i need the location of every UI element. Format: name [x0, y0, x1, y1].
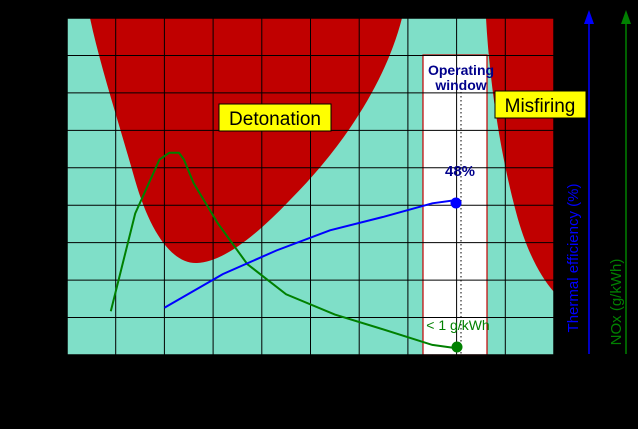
detonation-label-box: [218, 103, 332, 132]
nox-marker: [451, 341, 463, 353]
misfiring-region: [486, 18, 554, 292]
misfiring-label-box: [494, 90, 587, 119]
operating-window-label-line1: Operating: [428, 62, 494, 78]
efficiency-axis-arrowhead: [584, 10, 594, 24]
efficiency-series-line: [163, 199, 457, 309]
x-axis-ticks: [66, 355, 555, 361]
nox-series-line: [109, 151, 457, 350]
efficiency-axis-label: Thermal efficiency (%): [565, 184, 582, 333]
detonation-label: Detonation: [229, 109, 321, 130]
nox-value-label: < 1 g/kWh: [426, 317, 489, 333]
nox-axis-label: NOx (g/kWh): [608, 259, 625, 346]
operating-window-label-line2: window: [434, 77, 486, 93]
detonation-region: [90, 18, 402, 264]
efficiency-marker: [450, 197, 462, 209]
nox-axis-arrowhead: [621, 10, 631, 24]
misfiring-label: Misfiring: [505, 96, 576, 117]
efficiency-value-label: 48%: [445, 163, 475, 180]
grid-lines: [67, 18, 554, 355]
